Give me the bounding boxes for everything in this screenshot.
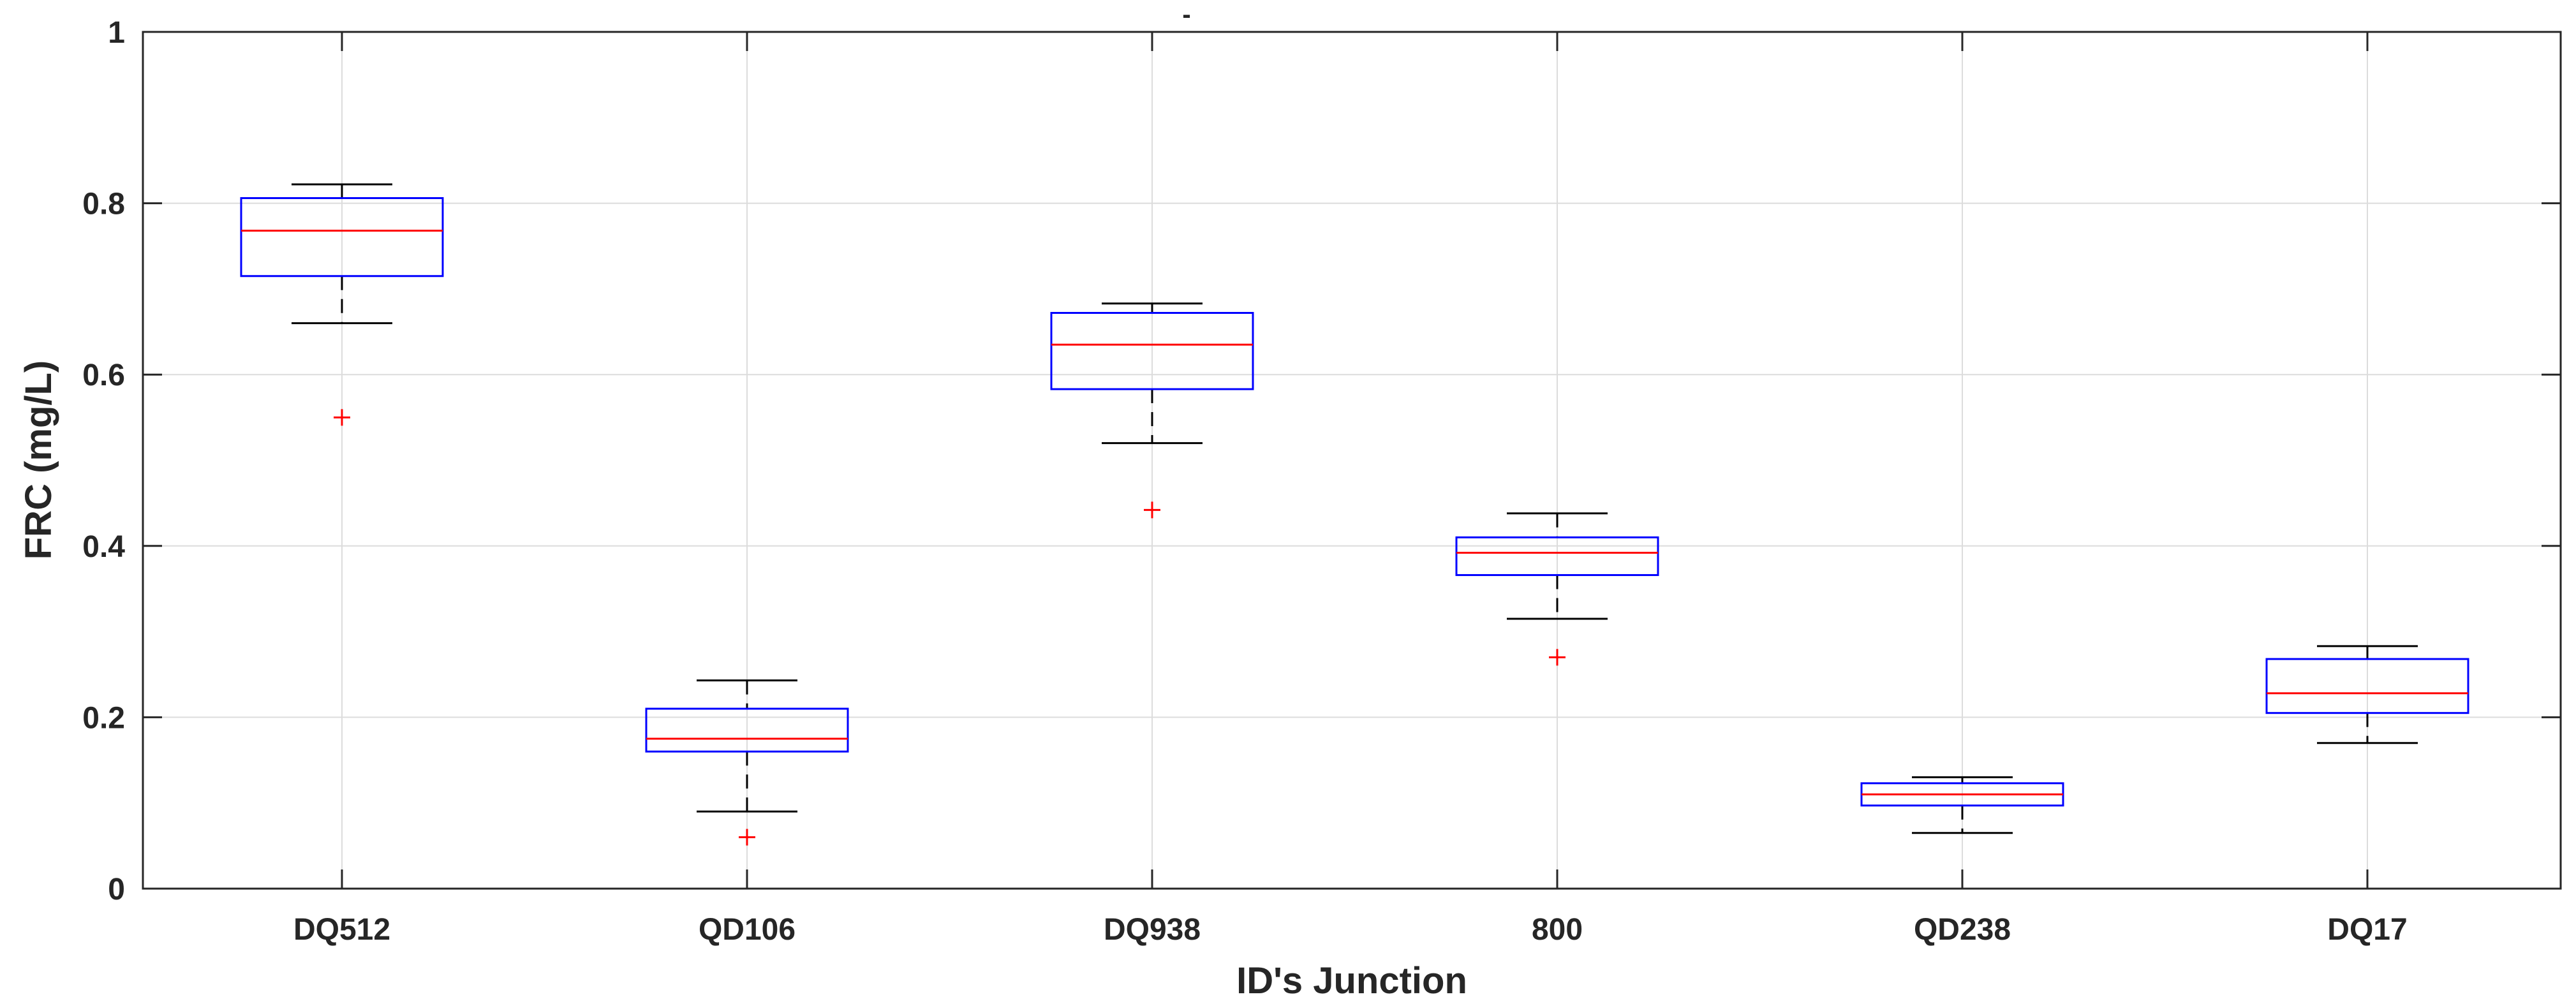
grid-lines [143,31,2561,889]
outlier-marker [739,829,755,846]
box-group-DQ512 [240,183,444,426]
y-tick-label: 0 [108,873,125,906]
box-group-DQ17 [2265,645,2469,744]
y-tick-label: 1 [108,16,125,50]
x-tick-label: 800 [1532,913,1583,947]
y-tick-label: 0.4 [82,530,125,564]
y-axis-title: FRC (mg/L) [18,360,59,560]
box-group-DQ938 [1050,302,1254,519]
iqr-box [645,707,849,753]
boxes [240,183,2469,846]
outlier-marker [1144,501,1160,519]
y-axis-ticks: 0 0.2 0.4 0.6 0.8 1 [82,16,2561,906]
box-group-QD106 [645,679,849,846]
iqr-box [1050,312,1254,390]
x-tick-label: QD106 [699,913,796,947]
y-tick-label: 0.6 [82,359,125,392]
box-group-800 [1455,512,1659,666]
x-tick-label: QD238 [1914,913,2011,947]
outlier-marker [1549,649,1566,666]
x-tick-label: DQ938 [1104,913,1201,947]
box-group-QD238 [1860,776,2064,834]
x-axis-title: ID's Junction [1236,960,1467,1002]
outlier-marker [334,409,350,426]
iqr-box [240,197,444,277]
x-tick-label: DQ512 [293,913,390,947]
iqr-box [2265,658,2469,714]
plot-area-frame [142,31,2562,890]
y-tick-label: 0.8 [82,188,125,221]
x-axis-ticks: DQ512 QD106 DQ938 800 QD238 DQ17 [293,32,2408,947]
iqr-box [1455,536,1659,576]
x-tick-label: DQ17 [2327,913,2407,947]
y-tick-label: 0.2 [82,701,125,735]
chart-title: - [1182,1,1190,29]
